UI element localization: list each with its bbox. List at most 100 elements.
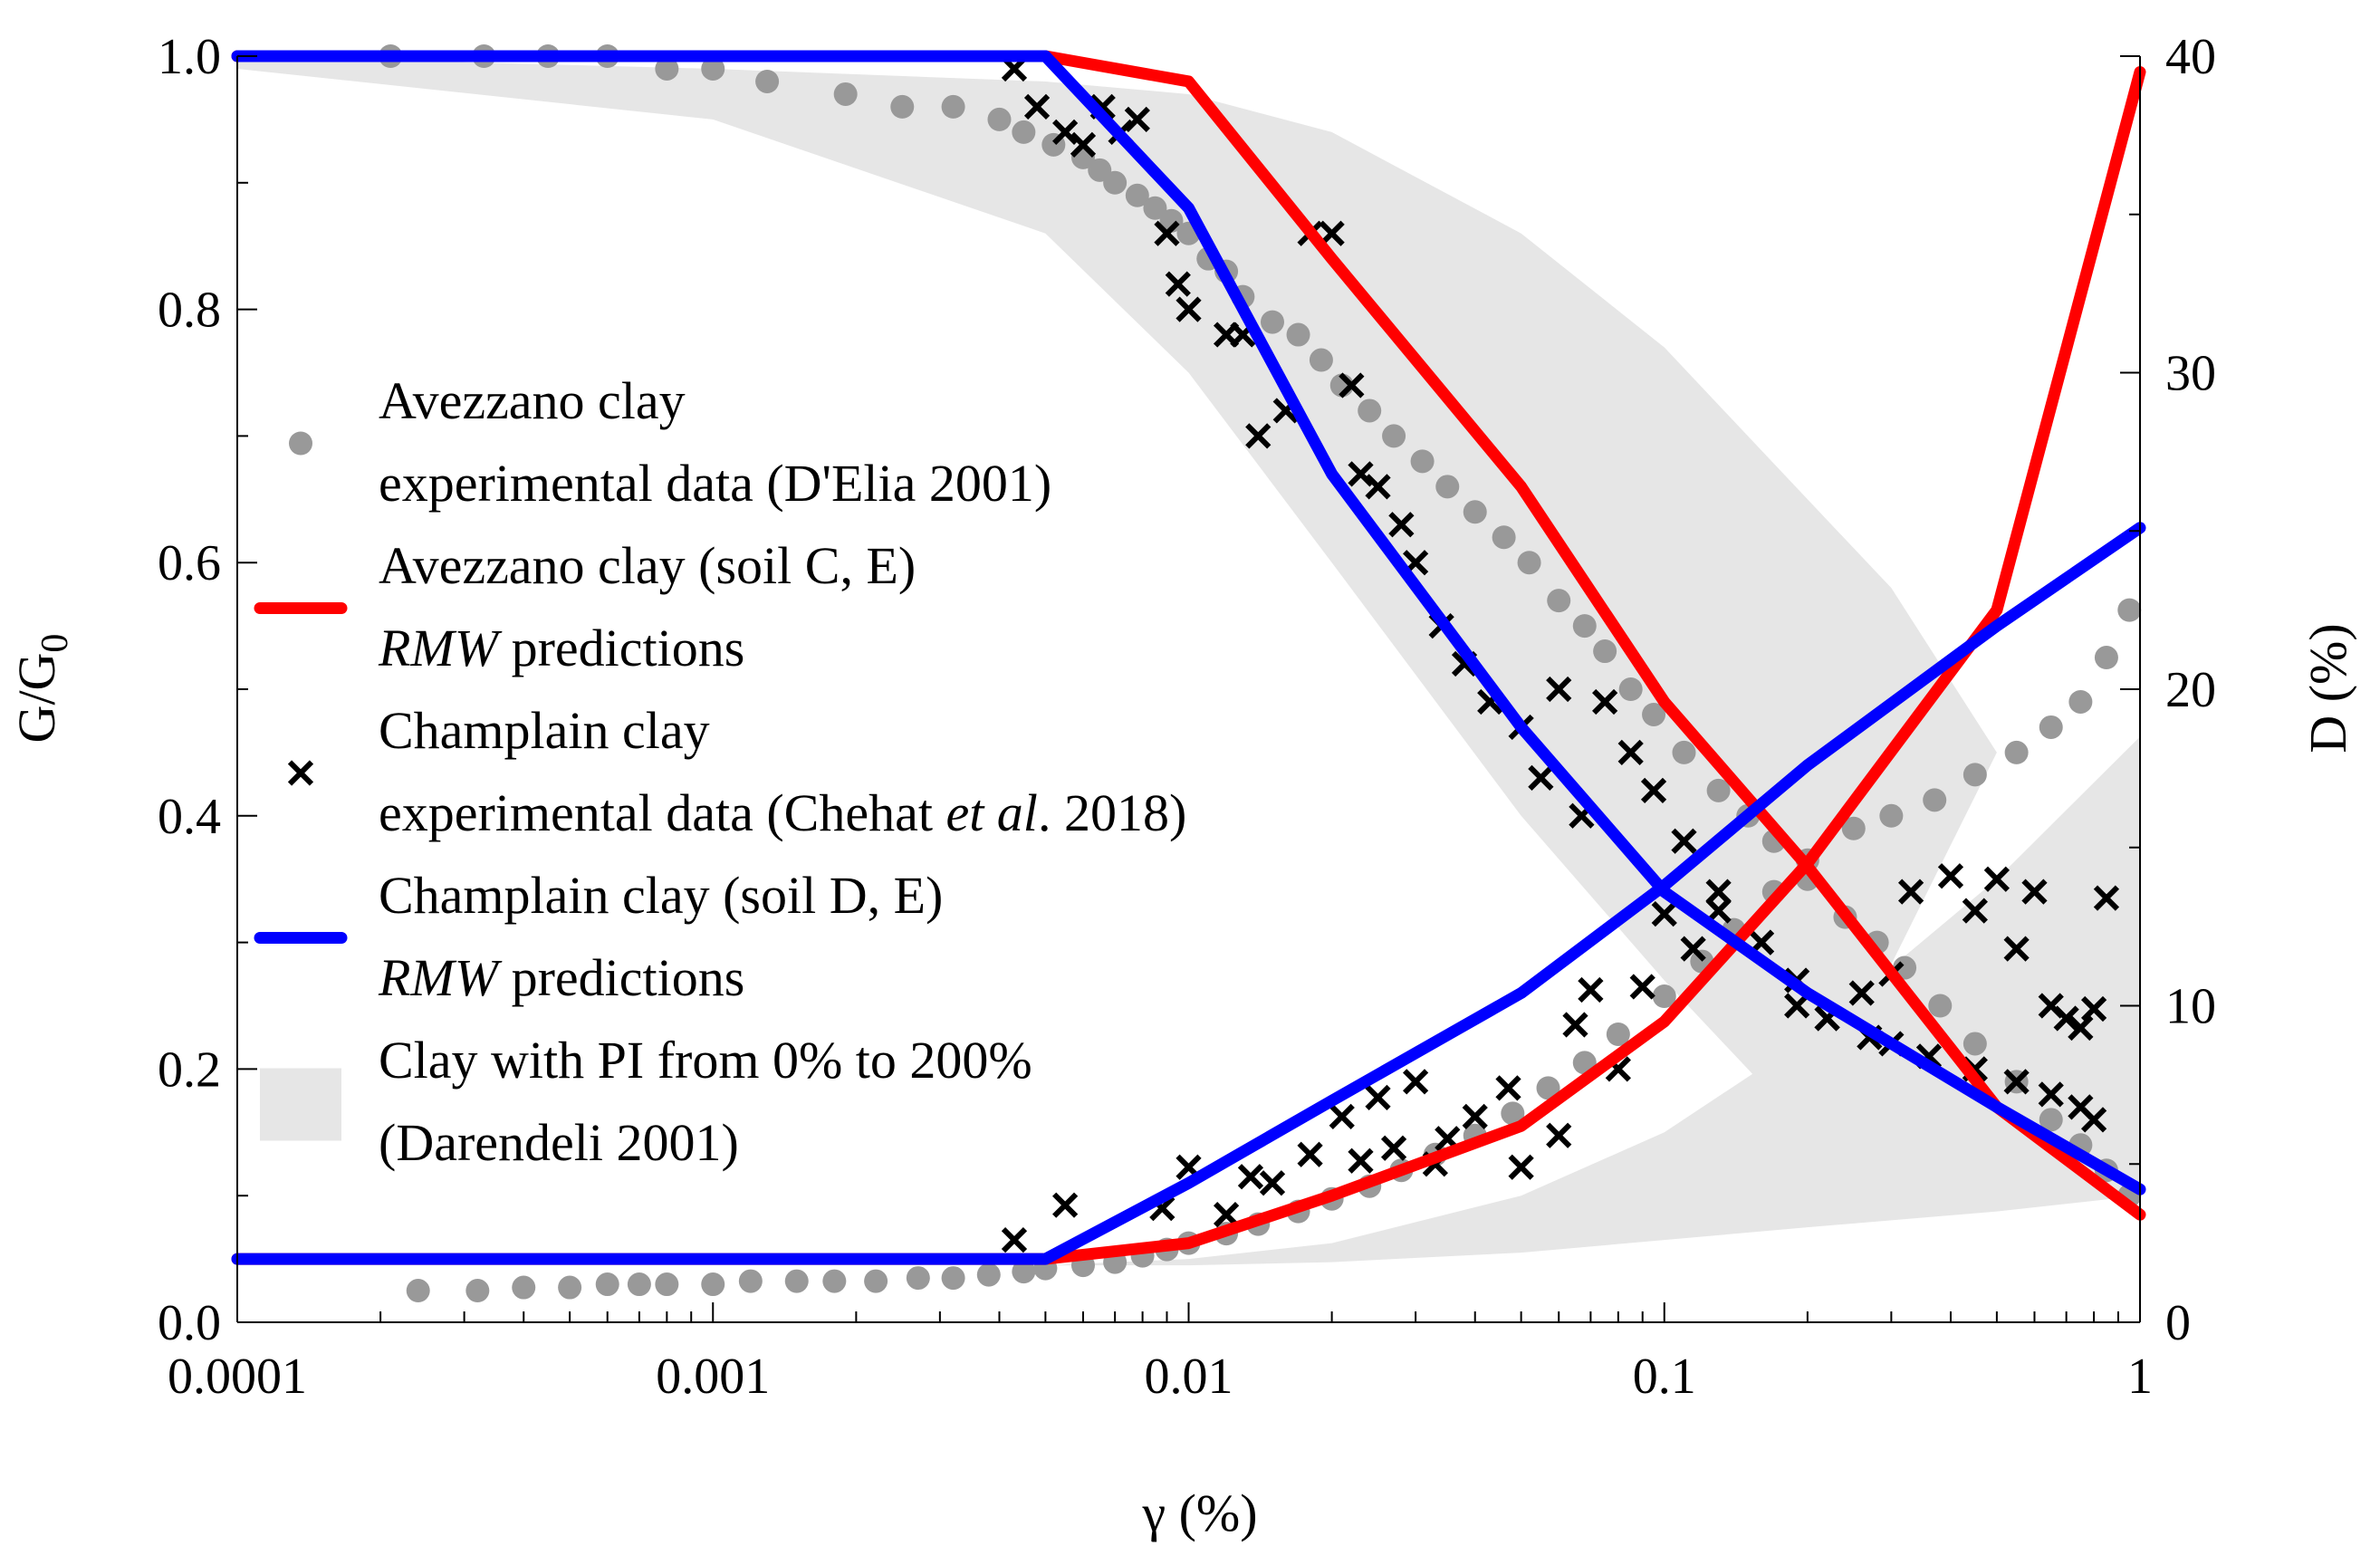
legend-entry-text: Avezzano clay (soil C, E) [379, 536, 916, 595]
band-d-region [1045, 736, 2140, 1266]
data-point-dot [2117, 598, 2142, 622]
data-point-cross [1052, 119, 1079, 146]
x-tick-label: 1 [2127, 1349, 2153, 1405]
tick-labels: 0.0001 0.001 0.01 0.1 1 0.0 0.2 0.4 0.6 0.8 1.0 0 10… [158, 29, 2216, 1405]
x-tick-label: 0.1 [1633, 1349, 1696, 1405]
data-point-dot [655, 56, 679, 81]
data-point-dot [1536, 1076, 1560, 1100]
data-point-dot [1501, 1101, 1525, 1126]
data-point-cross [1629, 974, 1655, 1000]
series-line [231, 50, 2146, 1195]
data-point-dot [833, 82, 858, 106]
data-point-dot [1260, 310, 1284, 334]
data-point-dot [2094, 646, 2118, 670]
y-right-tick-label: 0 [2165, 1295, 2191, 1351]
data-point-cross [1562, 1012, 1588, 1038]
data-point-cross [1023, 93, 1051, 120]
data-point-dot [1410, 449, 1435, 474]
y-left-tick-label: 1.0 [158, 29, 221, 85]
data-point-cross [1402, 1069, 1429, 1095]
data-point-cross [1705, 879, 1732, 905]
data-point-dot [755, 69, 780, 93]
data-point-cross [1671, 828, 1697, 854]
data-point-dot [1547, 589, 1571, 613]
data-point-cross [2093, 885, 2120, 911]
data-point-dot [1706, 778, 1731, 802]
data-point-cross [1259, 1170, 1286, 1196]
data-point-dot [941, 94, 965, 119]
series-layer [231, 44, 2146, 1303]
data-point-cross [1897, 879, 1924, 905]
data-point-cross [1937, 863, 1964, 889]
data-point-cross [1052, 1192, 1079, 1218]
data-point-dot [784, 1269, 809, 1293]
legend-entry-text: Champlain clay (soil D, E) [379, 866, 943, 925]
y-axis-left-title: G/G0 [7, 634, 76, 744]
legend-entry-text: RMW predictions [378, 619, 744, 677]
reference-band [237, 56, 2140, 1266]
data-point-cross [1528, 764, 1554, 791]
data-point-dot [987, 107, 1012, 131]
data-point-cross [1124, 106, 1150, 133]
data-point-dot [890, 94, 915, 119]
data-point-cross [2038, 1081, 2064, 1108]
data-point-cross [1001, 1227, 1028, 1253]
data-point-dot [1928, 994, 1953, 1018]
data-point-cross [1680, 936, 1706, 962]
data-point-cross [1165, 271, 1191, 297]
data-point-dot [1606, 1022, 1630, 1046]
legend-cross-icon [287, 760, 314, 786]
data-point-cross [1365, 1084, 1391, 1110]
y-left-tick-label: 0.2 [158, 1042, 221, 1098]
data-point-dot [2004, 740, 2029, 764]
data-point-cross [1651, 901, 1677, 927]
data-point-dot [1463, 500, 1487, 524]
data-point-dot [701, 1272, 725, 1297]
data-point-cross [2080, 1107, 2107, 1133]
data-point-cross [1237, 1164, 1264, 1190]
data-point-dot [558, 1275, 582, 1300]
data-point-cross [1388, 512, 1415, 538]
data-point-dot [1963, 763, 1987, 787]
y-right-tick-label: 30 [2165, 346, 2216, 402]
data-point-dot [406, 1279, 430, 1303]
data-point-cross [2003, 1069, 2030, 1095]
data-point-cross [2053, 1005, 2079, 1032]
legend-entry-text: experimental data (D'Elia 2001) [379, 454, 1051, 513]
data-point-cross [1176, 296, 1202, 322]
data-point-dot [2068, 689, 2093, 714]
y-right-tick-label: 20 [2165, 662, 2216, 718]
data-point-cross [1962, 898, 1988, 924]
data-point-dot [1923, 788, 1947, 812]
data-point-cross [1213, 1202, 1240, 1228]
data-point-dot [1012, 1260, 1036, 1284]
data-point-dot [1572, 614, 1597, 638]
data-point-dot [1286, 322, 1310, 347]
data-point-cross [1297, 1141, 1323, 1167]
data-point-dot [512, 1275, 536, 1300]
data-point-dot [701, 56, 725, 81]
y-left-tick-label: 0.0 [158, 1295, 221, 1351]
data-point-cross [1592, 688, 1618, 715]
data-point-dot [1125, 183, 1149, 207]
data-point-cross [1983, 866, 2011, 892]
data-point-dot [976, 1263, 1001, 1287]
legend-entry-text: experimental data (Chehat et al. 2018) [379, 783, 1186, 842]
data-point-dot [1618, 677, 1643, 701]
data-point-cross [1245, 423, 1272, 449]
data-point-dot [1652, 984, 1676, 1009]
data-point-dot [1517, 551, 1541, 575]
data-point-dot [1963, 1032, 1987, 1056]
data-point-cross [1508, 1154, 1534, 1180]
x-axis-title: γ (%) [1141, 1483, 1257, 1542]
legend-entry-text: Clay with PI from 0% to 200% [379, 1031, 1032, 1090]
data-point-dot [1435, 475, 1460, 499]
data-point-dot [738, 1269, 763, 1293]
data-point-dot [465, 1279, 490, 1303]
legend-entry-text: Avezzano clay [379, 371, 686, 430]
data-point-dot [595, 1272, 619, 1297]
data-point-dot [1642, 702, 1666, 726]
data-point-dot [1103, 170, 1128, 195]
data-point-cross [1578, 976, 1604, 1003]
data-point-cross [1848, 980, 1875, 1006]
